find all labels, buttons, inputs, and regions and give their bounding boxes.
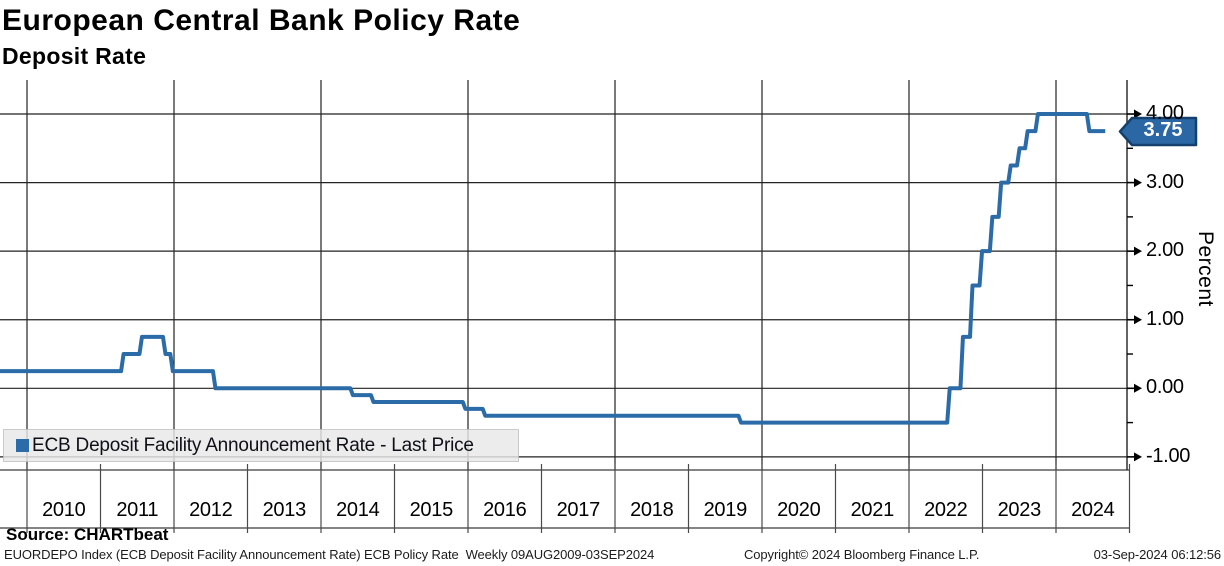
- footer-timestamp: 03-Sep-2024 06:12:56: [1093, 547, 1221, 562]
- footer-index-description: EUORDEPO Index (ECB Deposit Facility Ann…: [4, 547, 655, 562]
- x-year-label: 2013: [262, 499, 307, 521]
- last-price-badge: 3.75: [1143, 119, 1183, 141]
- x-year-label: 2010: [42, 499, 86, 521]
- legend: ECB Deposit Facility Announcement Rate -…: [3, 429, 519, 462]
- x-year-label: 2023: [997, 499, 1042, 521]
- chart-subtitle: Deposit Rate: [2, 43, 147, 69]
- chart-title: European Central Bank Policy Rate: [2, 4, 521, 37]
- x-year-label: 2018: [630, 499, 674, 521]
- x-year-label: 2020: [777, 499, 821, 521]
- y-axis-title: Percent: [1194, 231, 1217, 307]
- x-year-label: 2022: [924, 499, 968, 521]
- y-tick-label: 0.00: [1146, 376, 1184, 399]
- legend-swatch-icon: [16, 439, 29, 452]
- y-tick-label: 4.00: [1146, 102, 1184, 125]
- footer-copyright: Copyright© 2024 Bloomberg Finance L.P.: [744, 547, 980, 562]
- y-tick-label: -1.00: [1146, 444, 1191, 467]
- x-year-label: 2024: [1071, 499, 1115, 521]
- y-tick-label: 2.00: [1146, 239, 1184, 262]
- y-tick-label: 1.00: [1146, 307, 1184, 330]
- y-tick-label: 3.00: [1146, 170, 1184, 193]
- x-year-label: 2021: [850, 499, 895, 521]
- x-year-label: 2011: [116, 499, 159, 521]
- x-year-label: 2015: [409, 499, 454, 521]
- x-year-label: 2016: [483, 499, 527, 521]
- x-year-label: 2019: [703, 499, 748, 521]
- source-label: Source: CHARTbeat: [6, 525, 169, 544]
- x-year-label: 2014: [336, 499, 380, 521]
- x-year-label: 2017: [556, 499, 601, 521]
- legend-label: ECB Deposit Facility Announcement Rate -…: [32, 434, 474, 456]
- x-year-label: 2012: [189, 499, 233, 521]
